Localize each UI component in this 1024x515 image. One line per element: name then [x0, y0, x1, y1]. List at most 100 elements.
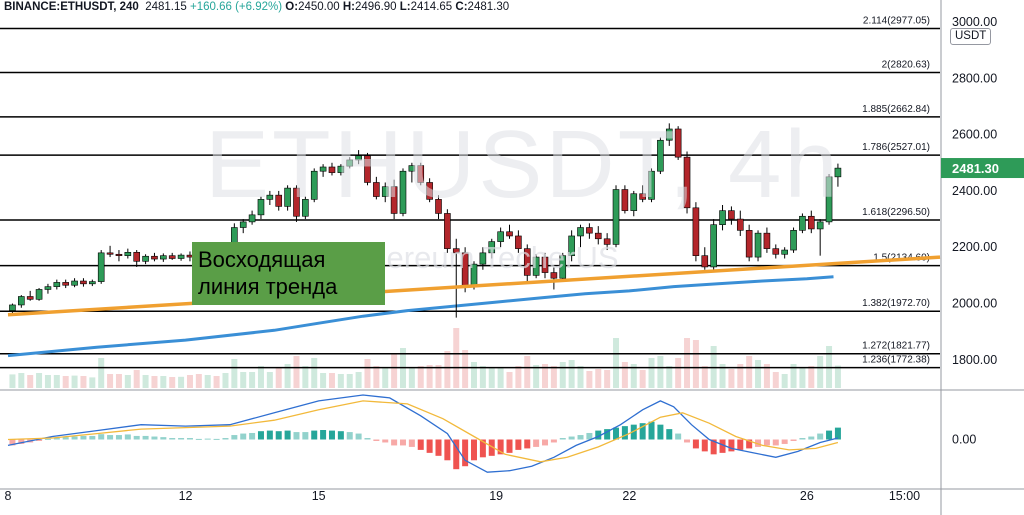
candle-body — [284, 187, 291, 207]
moving-average-layer — [7, 275, 834, 358]
candle-body — [160, 255, 167, 260]
candle-body — [781, 249, 788, 255]
macd-histogram-bar — [346, 432, 353, 440]
candle — [568, 230, 575, 262]
macd-histogram-bar — [195, 438, 202, 440]
annotation-line-2: линия тренда — [198, 274, 338, 299]
candle — [816, 219, 824, 256]
macd-histogram-bar — [36, 439, 43, 441]
volume-bar — [346, 374, 353, 388]
candle — [257, 196, 265, 220]
volume-bar — [435, 365, 442, 388]
macd-histogram-bar — [337, 431, 344, 440]
macd-histogram-bar — [98, 434, 105, 440]
macd-histogram-bar — [737, 439, 744, 450]
candle — [355, 150, 362, 165]
candle — [790, 227, 797, 253]
volume-bar — [195, 374, 202, 388]
symbol-watermark: ETHUSDT, 4h — [205, 111, 841, 218]
price-tick-label: 2800.00 — [952, 71, 997, 85]
macd-zero-label: 0.00 — [952, 433, 976, 447]
macd-histogram-bar — [364, 438, 371, 440]
macd-histogram-bar — [426, 439, 433, 453]
macd-histogram-bar — [107, 435, 114, 440]
time-tick-label: 12 — [179, 489, 193, 503]
fib-level-label: 1.618(2296.50) — [862, 207, 930, 218]
volume-bar — [755, 360, 762, 388]
candle — [275, 190, 283, 211]
fib-level-label: 2.114(2977.05) — [863, 15, 930, 26]
volume-bar — [586, 371, 593, 388]
candle — [266, 190, 274, 205]
candle-body — [319, 166, 327, 172]
candle-body — [417, 165, 425, 183]
volume-bar — [320, 373, 327, 388]
candle — [239, 219, 247, 234]
candle-body — [337, 165, 345, 173]
macd-histogram-bar — [284, 430, 291, 440]
volume-bar — [382, 368, 389, 388]
last-price-tag-label: 2481.30 — [952, 161, 999, 176]
candle-body — [266, 194, 274, 200]
candle — [53, 279, 61, 290]
volume-bar — [701, 366, 708, 388]
macd-histogram-bar — [391, 439, 398, 446]
candle-body — [603, 238, 611, 245]
macd-histogram-bar — [142, 435, 149, 440]
candle-body — [444, 213, 451, 249]
candle-body — [621, 189, 629, 211]
fib-level-label: 1.786(2527.01) — [862, 142, 930, 153]
volume-bar — [204, 375, 211, 388]
macd-histogram-bar — [355, 433, 362, 440]
volume-bar — [222, 373, 229, 388]
macd-histogram-bar — [559, 438, 566, 440]
candle — [763, 227, 771, 253]
volume-bar — [684, 338, 691, 388]
candle — [745, 224, 753, 262]
candle-body — [790, 230, 797, 251]
macd-histogram-bar — [781, 439, 788, 444]
trendline-layer — [7, 255, 941, 317]
volume-bar — [328, 373, 335, 388]
volume-bar — [471, 362, 477, 388]
candle-body — [710, 224, 717, 268]
macd-histogram-bar — [328, 430, 335, 440]
candle — [115, 250, 123, 262]
candle-body — [825, 176, 833, 223]
macd-histogram-bar — [275, 431, 282, 440]
macd-histogram-bar — [266, 430, 273, 440]
candle — [328, 162, 336, 176]
volume-bar — [53, 375, 60, 388]
candle-body — [97, 252, 105, 282]
macd-pane: 0.00 — [7, 394, 976, 473]
symbol-name[interactable]: BINANCE:ETHUSDT, 240 — [4, 1, 139, 13]
volume-bar — [133, 370, 140, 388]
macd-histogram-bar — [257, 431, 264, 440]
candle — [89, 279, 96, 287]
candle — [710, 219, 717, 270]
signal-line — [7, 400, 839, 463]
candle — [71, 278, 78, 288]
candle — [665, 123, 673, 146]
macd-histogram-bar — [80, 435, 87, 440]
candle-body — [381, 186, 389, 197]
macd-histogram-bar — [453, 439, 460, 470]
candle-body — [26, 296, 34, 300]
time-tick-label: 19 — [489, 489, 503, 503]
volume-bar — [772, 372, 779, 388]
currency-badge[interactable]: USDT — [950, 28, 992, 45]
time-tick-label: 22 — [622, 489, 636, 503]
macd-histogram-bar — [826, 430, 833, 440]
macd-histogram-bar — [790, 439, 797, 441]
volume-bar — [834, 365, 841, 388]
volume-bar — [186, 375, 193, 388]
candle-body — [523, 248, 531, 276]
candle — [834, 163, 842, 187]
candle — [594, 226, 602, 245]
volume-bar — [799, 368, 806, 388]
candle — [435, 195, 442, 220]
candle — [346, 157, 354, 169]
candle — [381, 182, 389, 203]
macd-histogram-bar — [462, 439, 469, 467]
